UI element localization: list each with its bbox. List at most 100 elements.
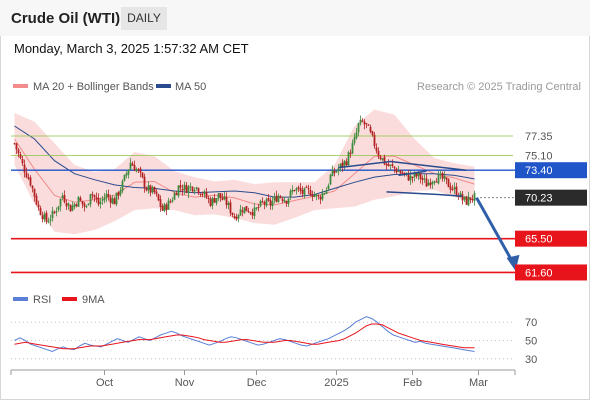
candle-bear bbox=[435, 181, 438, 183]
candle-bull bbox=[325, 190, 328, 195]
candle-bull bbox=[87, 203, 90, 206]
header-bar bbox=[0, 0, 590, 36]
x-tick-label: 2025 bbox=[324, 377, 348, 389]
candle-bear bbox=[81, 200, 84, 205]
candle-bear bbox=[45, 212, 48, 222]
candle-bull bbox=[101, 199, 104, 201]
candle-bear bbox=[221, 197, 224, 200]
candle-bull bbox=[443, 176, 446, 179]
candle-bull bbox=[459, 192, 462, 198]
candle-bear bbox=[245, 205, 248, 212]
candle-bear bbox=[341, 162, 344, 167]
candle-bull bbox=[259, 200, 262, 207]
candle-bull bbox=[103, 198, 106, 201]
candle-bear bbox=[391, 164, 394, 166]
rsi-panel: 70 50 30 bbox=[11, 316, 537, 366]
x-tick-label: Nov bbox=[175, 377, 195, 389]
candle-bear bbox=[301, 189, 304, 194]
candle-bear bbox=[175, 193, 178, 196]
x-axis: Oct Nov Dec 2025 Feb Mar bbox=[10, 369, 516, 389]
resistance-label-box bbox=[515, 162, 587, 179]
candle-bear bbox=[113, 198, 116, 205]
candle-bull bbox=[183, 184, 186, 191]
candle-bull bbox=[327, 185, 330, 190]
candle-bull bbox=[173, 193, 176, 200]
candle-bull bbox=[239, 209, 242, 216]
candle-bull bbox=[115, 192, 118, 205]
candle-bear bbox=[281, 198, 284, 201]
candle-bear bbox=[15, 143, 18, 150]
candle-bear bbox=[233, 216, 236, 219]
candle-bear bbox=[131, 163, 134, 166]
candle-bull bbox=[335, 171, 338, 173]
candle-bear bbox=[293, 189, 296, 191]
candle-bear bbox=[169, 201, 172, 203]
candle-bull bbox=[89, 193, 92, 205]
candle-bull bbox=[277, 195, 280, 203]
legend: MA 20 + Bollinger Bands MA 50 Research ©… bbox=[13, 81, 581, 93]
support-label-box bbox=[515, 264, 587, 281]
candle-bear bbox=[219, 193, 222, 198]
candle-bull bbox=[195, 187, 198, 189]
candle-bear bbox=[159, 199, 162, 207]
fib-level-label: 75.10 bbox=[525, 150, 553, 162]
candle-bear bbox=[231, 212, 234, 216]
candle-bear bbox=[399, 170, 402, 174]
candle-bull bbox=[227, 203, 230, 206]
candle-bear bbox=[299, 187, 302, 191]
candle-bull bbox=[343, 160, 346, 166]
trendline bbox=[386, 191, 463, 197]
candle-bear bbox=[415, 173, 418, 177]
rsi-tick-label: 50 bbox=[525, 336, 537, 348]
candle-bear bbox=[369, 127, 372, 132]
rsi-legend-label: RSI bbox=[33, 294, 51, 306]
candle-bear bbox=[279, 196, 282, 198]
candle-bear bbox=[377, 150, 380, 157]
candle-bull bbox=[353, 137, 356, 144]
ma50-line bbox=[14, 125, 475, 198]
candle-bear bbox=[411, 176, 414, 179]
candle-bear bbox=[297, 187, 300, 189]
candle-bull bbox=[321, 193, 324, 200]
support-label: 65.50 bbox=[525, 234, 553, 246]
candle-bull bbox=[351, 143, 354, 154]
timeframe-badge[interactable]: DAILY bbox=[121, 7, 167, 30]
candle-bear bbox=[375, 147, 378, 152]
candle-bear bbox=[307, 188, 310, 190]
candle-bear bbox=[311, 194, 314, 198]
trendline bbox=[398, 170, 427, 177]
candle-bear bbox=[317, 195, 320, 197]
candle-bull bbox=[59, 198, 62, 207]
ma20-legend-label: MA 20 + Bollinger Bands bbox=[33, 81, 154, 93]
candle-bear bbox=[249, 212, 252, 214]
candle-bull bbox=[339, 163, 342, 168]
fib-level-label: 77.35 bbox=[525, 131, 553, 143]
candle-bear bbox=[383, 157, 386, 165]
candle-bull bbox=[439, 173, 442, 175]
projection-arrow bbox=[475, 196, 520, 271]
candle-bull bbox=[337, 168, 340, 172]
candle-bear bbox=[441, 172, 444, 179]
candle-bull bbox=[151, 187, 154, 193]
candle-bull bbox=[405, 172, 408, 174]
projection-arrow-shaft bbox=[475, 196, 514, 263]
support-label-box bbox=[515, 230, 587, 247]
candle-bull bbox=[313, 195, 316, 197]
candle-bear bbox=[13, 143, 16, 145]
candle-bull bbox=[73, 204, 76, 207]
candle-bull bbox=[217, 193, 220, 199]
candle-bear bbox=[141, 172, 144, 178]
rsi-legend-swatch bbox=[13, 297, 28, 301]
candle-bull bbox=[397, 170, 400, 172]
candle-bull bbox=[99, 201, 102, 204]
candle-bull bbox=[287, 198, 290, 204]
candle-bear bbox=[155, 191, 158, 194]
candle-bear bbox=[319, 196, 322, 200]
candle-bull bbox=[413, 173, 416, 178]
x-tick-label: Mar bbox=[469, 377, 488, 389]
candle-bear bbox=[451, 188, 454, 190]
candle-bear bbox=[419, 173, 422, 180]
candle-bull bbox=[105, 193, 108, 199]
candle-bull bbox=[265, 199, 268, 206]
candle-bear bbox=[37, 204, 40, 208]
